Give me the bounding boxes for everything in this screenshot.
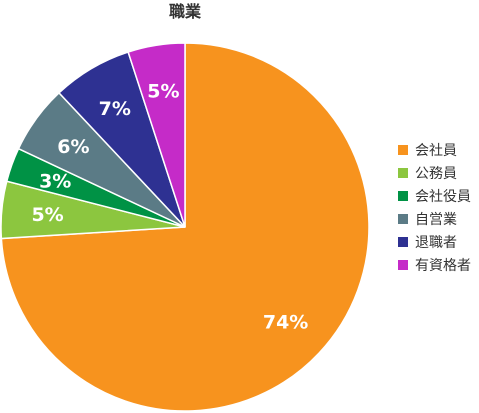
legend-swatch-2 (398, 191, 408, 201)
pie-slices (0, 42, 370, 412)
legend-label-0: 会社員 (415, 143, 457, 159)
legend-label-2: 会社役員 (415, 189, 471, 205)
data-label-5: 5% (147, 81, 179, 103)
data-label-3: 6% (57, 136, 89, 158)
legend-item-0: 会社員 (398, 143, 457, 159)
pie-slice-5 (127, 42, 186, 228)
data-label-4: 7% (99, 98, 131, 120)
data-label-1: 5% (31, 204, 63, 226)
pie-data-labels: 74% 5% 3% 6% 7% 5% (31, 81, 308, 334)
legend-label-1: 公務員 (415, 166, 457, 182)
legend-label-3: 自営業 (415, 212, 457, 228)
legend-item-3: 自営業 (398, 212, 457, 228)
data-label-2: 3% (39, 170, 71, 192)
legend-item-5: 有資格者 (398, 258, 471, 274)
legend-swatch-1 (398, 168, 408, 178)
legend-swatch-4 (398, 237, 408, 247)
legend-swatch-5 (398, 260, 408, 270)
legend-swatch-0 (398, 145, 408, 155)
legend-item-4: 退職者 (398, 235, 457, 251)
legend-label-5: 有資格者 (415, 258, 471, 274)
legend-item-1: 公務員 (398, 166, 457, 182)
legend-swatch-3 (398, 214, 408, 224)
legend-item-2: 会社役員 (398, 189, 471, 205)
chart-title: 職業 (169, 2, 202, 21)
legend-label-4: 退職者 (415, 235, 457, 251)
data-label-0: 74% (263, 312, 308, 334)
